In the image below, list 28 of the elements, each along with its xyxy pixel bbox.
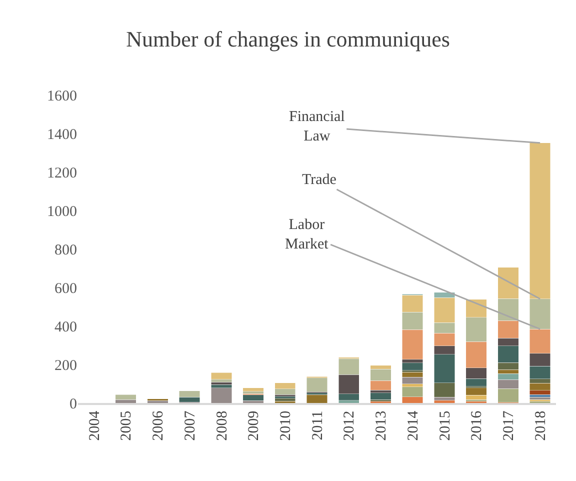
annotation: Financial Law: [289, 109, 345, 144]
y-tick-label: 600: [54, 280, 77, 297]
y-tick-label: 1200: [47, 165, 77, 182]
x-tick-label: 2004: [86, 410, 103, 441]
chart-title: Number of changes in communiques: [126, 26, 450, 52]
x-tick-label: 2014: [405, 410, 422, 441]
y-tick-label: 400: [54, 319, 77, 336]
x-tick-label: 2017: [501, 410, 518, 441]
annotation: Trade: [302, 172, 337, 188]
x-tick-label: 2005: [118, 410, 135, 441]
x-tick-label: 2013: [374, 410, 390, 441]
x-tick-label: 2018: [532, 410, 549, 441]
y-tick-label: 200: [54, 358, 77, 374]
x-tick-label: 2012: [342, 410, 358, 441]
y-tick-label: 1400: [47, 126, 77, 143]
y-tick-label: 800: [54, 242, 77, 258]
x-tick-label: 2015: [437, 410, 454, 441]
x-tick-label: 2009: [246, 410, 262, 441]
x-tick-label: 2007: [182, 410, 198, 441]
x-tick-label: 2011: [310, 410, 326, 440]
x-tick-label: 2010: [278, 410, 294, 441]
x-tick-label: 2016: [469, 410, 486, 441]
y-tick-label: 0: [70, 396, 77, 412]
x-tick-label: 2008: [214, 410, 230, 441]
x-tick-label: 2006: [150, 410, 167, 441]
y-tick-label: 1000: [47, 204, 77, 220]
annotation: Labor Market: [285, 217, 330, 252]
y-tick-label: 1600: [47, 88, 77, 104]
